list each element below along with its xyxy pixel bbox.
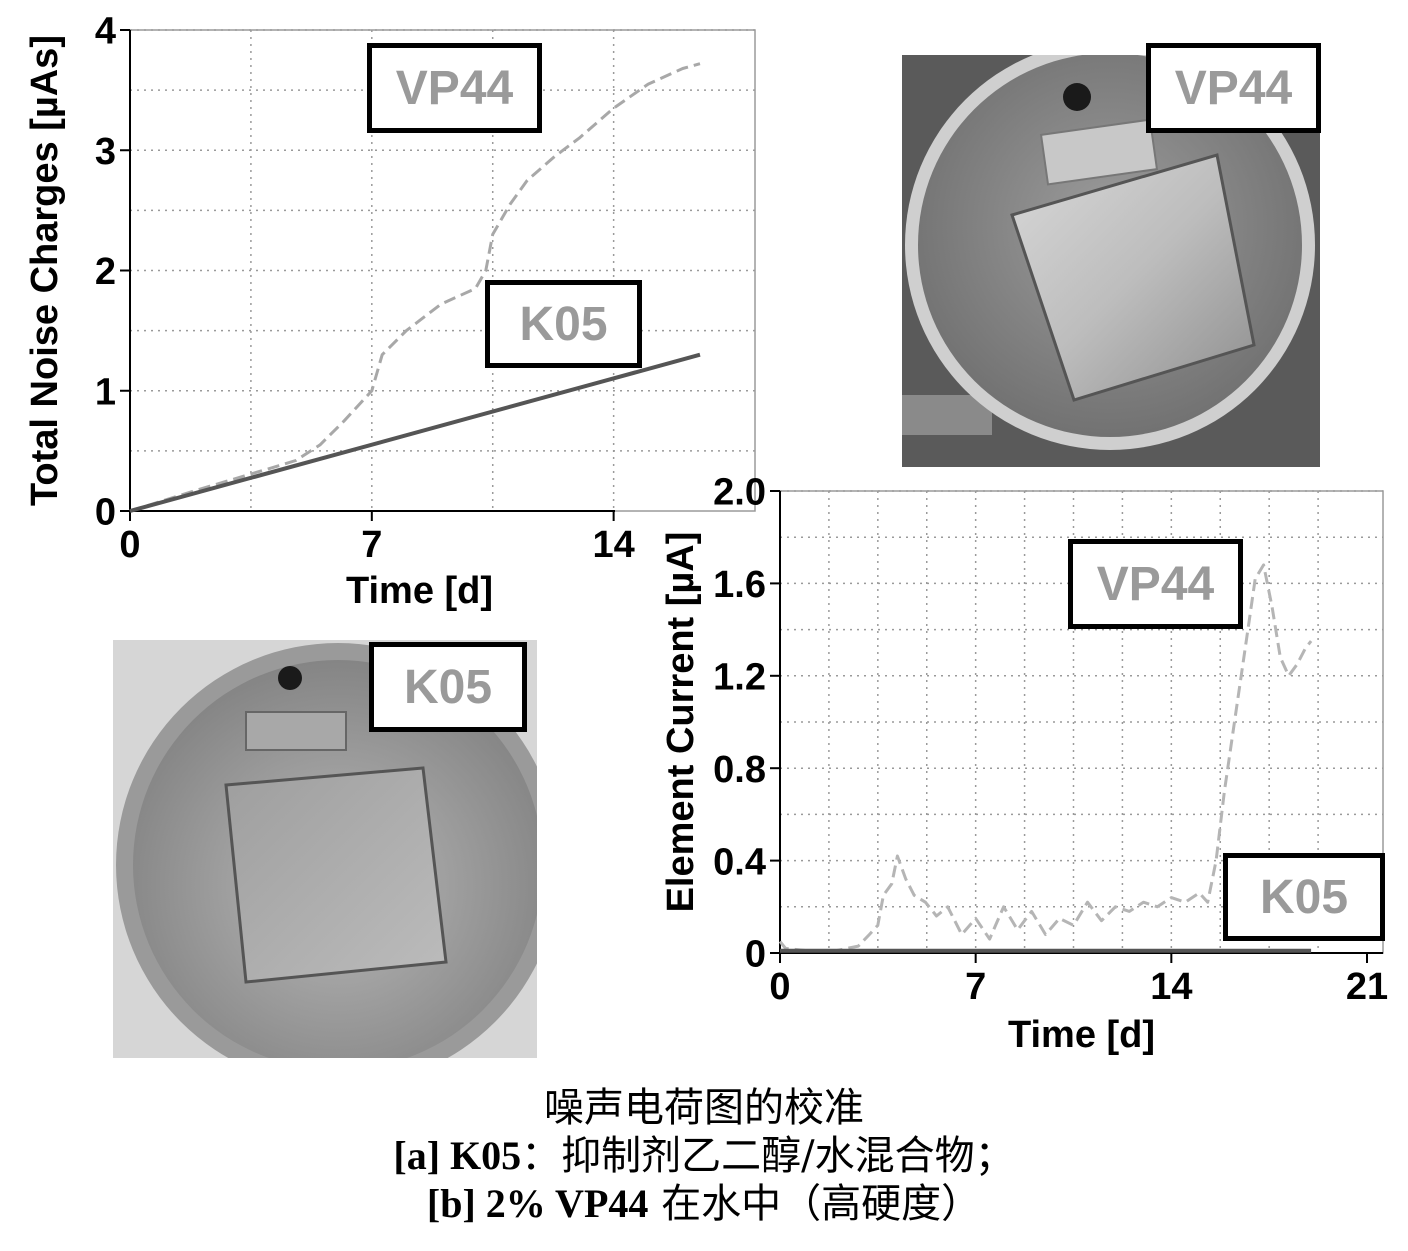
chart1-k05-label: K05 xyxy=(485,280,642,368)
caption-line-3-text: 在水中（高硬度） xyxy=(648,1181,982,1227)
caption-line-2: [a] K05：抑制剂乙二醇/水混合物； xyxy=(0,1132,1408,1180)
chart-element-current: 0 0.4 0.8 1.2 1.6 2.0 0 7 14 21 Time [d] Element Cu… xyxy=(660,472,1388,1056)
chart2-k05-label: K05 xyxy=(1223,853,1385,941)
series-line-k05 xyxy=(129,352,701,513)
y-tick-label: 3 xyxy=(95,131,116,173)
series-line-vp44 xyxy=(129,62,701,513)
y-tick-label: 1.2 xyxy=(713,656,766,698)
caption-line-2-text: ：抑制剂乙二醇/水混合物； xyxy=(521,1133,1015,1179)
x-tick-label: 0 xyxy=(119,524,140,566)
y-tick-label: 2 xyxy=(95,251,116,293)
photo-vp44-label: VP44 xyxy=(1146,43,1321,133)
y-axis-title: Element Current [µA] xyxy=(660,532,702,913)
x-tick-label: 14 xyxy=(592,524,634,566)
chart1-vp44-label: VP44 xyxy=(367,43,542,133)
chart2-vp44-label: VP44 xyxy=(1068,539,1243,629)
y-tick-label: 2.0 xyxy=(713,472,766,514)
x-tick-label: 0 xyxy=(769,966,790,1008)
x-axis-title: Time [d] xyxy=(1008,1014,1155,1056)
caption-line-1: 噪声电荷图的校准 xyxy=(544,1085,864,1131)
x-tick-label: 7 xyxy=(965,966,986,1008)
y-tick-label: 0.8 xyxy=(713,749,766,791)
caption-line-2-tag: [a] K05 xyxy=(393,1133,522,1178)
y-tick-label: 1 xyxy=(95,371,116,413)
y-tick-label: 0 xyxy=(95,492,116,534)
x-tick-label: 7 xyxy=(361,524,382,566)
series-line-vp44 xyxy=(778,563,1313,953)
y-tick-label: 1.6 xyxy=(713,564,766,606)
x-tick-label: 14 xyxy=(1150,966,1192,1008)
photo-k05-label: K05 xyxy=(369,642,527,732)
caption-line-3-tag: [b] 2% VP44 xyxy=(426,1181,649,1226)
y-tick-label: 0.4 xyxy=(713,841,766,883)
x-tick-label: 21 xyxy=(1346,966,1388,1008)
y-axis-title: Total Noise Charges [µAs] xyxy=(24,35,66,506)
photo-vp44-image xyxy=(902,55,1320,467)
y-tick-label: 4 xyxy=(95,11,116,53)
figure-caption: 噪声电荷图的校准 [a] K05：抑制剂乙二醇/水混合物； [b] 2% VP4… xyxy=(0,1084,1408,1228)
chart-total-noise-charges: 0 1 2 3 4 0 7 14 Time [d] Total Noise Charges [µA… xyxy=(24,11,756,612)
x-axis-title: Time [d] xyxy=(346,570,493,612)
y-tick-label: 0 xyxy=(745,934,766,976)
caption-line-3: [b] 2% VP44 在水中（高硬度） xyxy=(0,1180,1408,1228)
photo-vp44-specimen xyxy=(902,55,1320,467)
